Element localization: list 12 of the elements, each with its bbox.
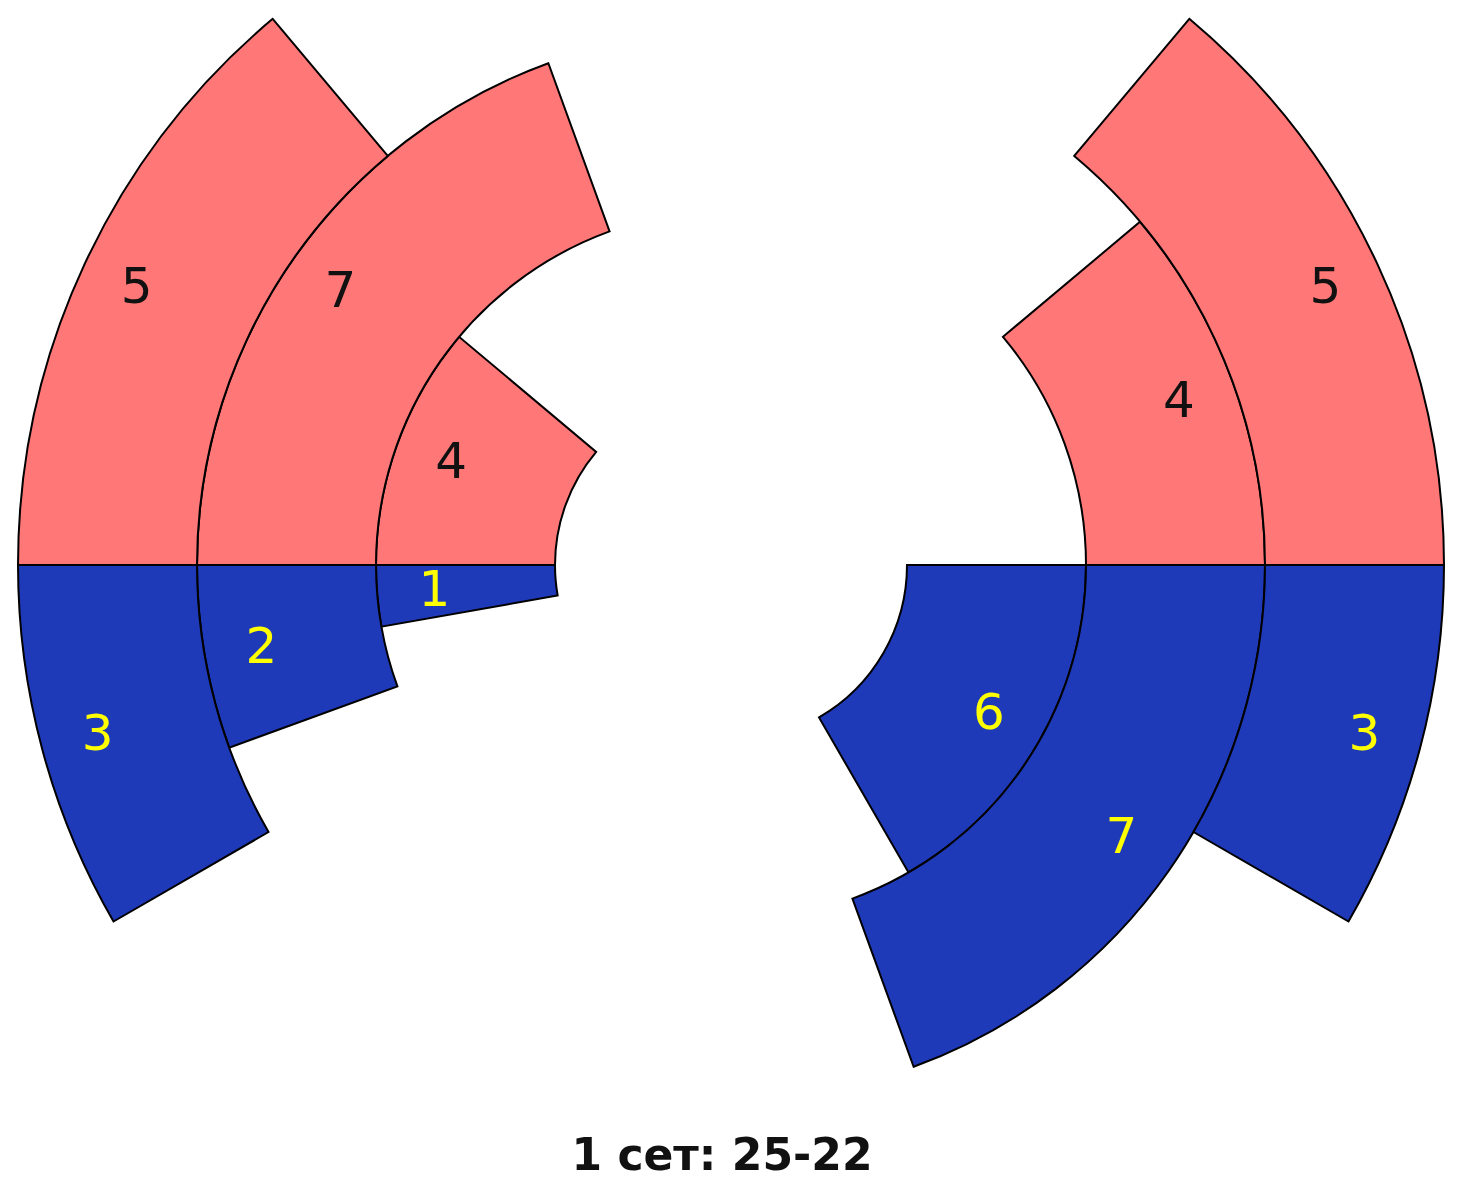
data-label: 4 (435, 432, 468, 491)
data-label: 5 (120, 256, 153, 315)
data-label: 3 (1348, 703, 1381, 762)
data-label: 4 (1163, 370, 1195, 429)
data-label: 1 (418, 559, 451, 618)
text: 1 сет: 25-22 (571, 1129, 873, 1181)
data-label: 7 (1105, 807, 1138, 866)
data-label: 6 (972, 682, 1005, 741)
data-label: 3 (81, 703, 114, 762)
data-label: 7 (324, 260, 357, 319)
data-label: 5 (1309, 256, 1342, 315)
data-label: 2 (245, 616, 278, 675)
